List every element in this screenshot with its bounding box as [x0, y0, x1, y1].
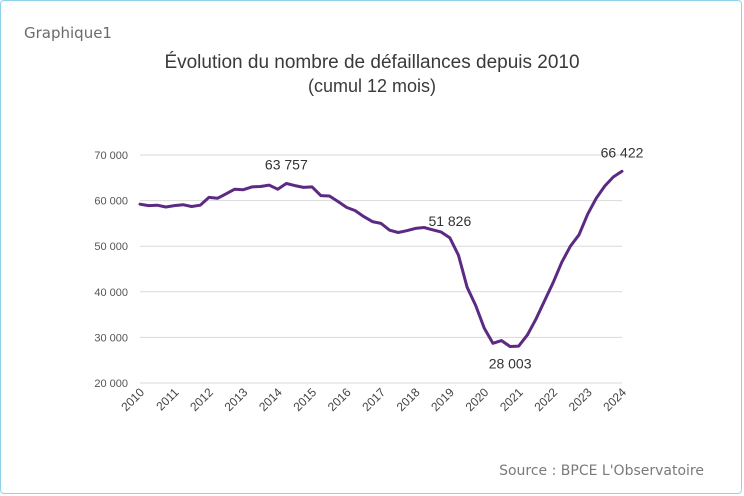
grid	[140, 154, 622, 384]
x-tick-label: 2023	[566, 385, 595, 414]
x-tick-label: 2018	[394, 385, 423, 414]
y-tick-label: 40 000	[94, 287, 128, 299]
x-tick-label: 2017	[359, 385, 388, 414]
series-line	[138, 169, 624, 348]
x-axis-ticks: 2010 2011 2012 2013 2014 2015 2016 2017 2018 2019…	[118, 385, 629, 414]
x-tick-label: 2021	[497, 385, 526, 414]
x-tick-label: 2016	[325, 385, 354, 414]
y-tick-label: 70 000	[94, 150, 128, 162]
x-tick-label: 2015	[290, 385, 319, 414]
x-tick-label: 2024	[600, 385, 629, 414]
data-label: 66 422	[601, 144, 644, 160]
y-tick-label: 30 000	[94, 332, 128, 344]
x-tick-label: 2013	[222, 385, 251, 414]
x-tick-label: 2012	[187, 385, 216, 414]
chart-subtitle: (cumul 12 mois)	[307, 76, 437, 96]
figure-label: Graphique1	[24, 24, 112, 42]
x-tick-label: 2020	[463, 385, 492, 414]
chart-title: Évolution du nombre de défaillances depu…	[164, 52, 580, 73]
data-label: 28 003	[489, 356, 532, 372]
y-tick-label: 50 000	[94, 241, 128, 253]
x-tick-label: 2019	[428, 385, 457, 414]
x-tick-label: 2014	[256, 385, 285, 414]
annotations: 63 757 51 826 28 003 66 422	[265, 144, 644, 371]
y-tick-label: 20 000	[94, 378, 128, 390]
source-note: Source : BPCE L'Observatoire	[499, 463, 704, 479]
y-axis-ticks: 20 000 30 000 40 000 50 000 60 000 70 000	[94, 150, 128, 390]
data-label: 51 826	[428, 213, 471, 229]
series	[138, 169, 624, 348]
x-tick-label: 2011	[153, 385, 181, 413]
data-label: 63 757	[265, 156, 308, 172]
y-tick-label: 60 000	[94, 196, 128, 208]
x-tick-label: 2022	[531, 385, 560, 414]
